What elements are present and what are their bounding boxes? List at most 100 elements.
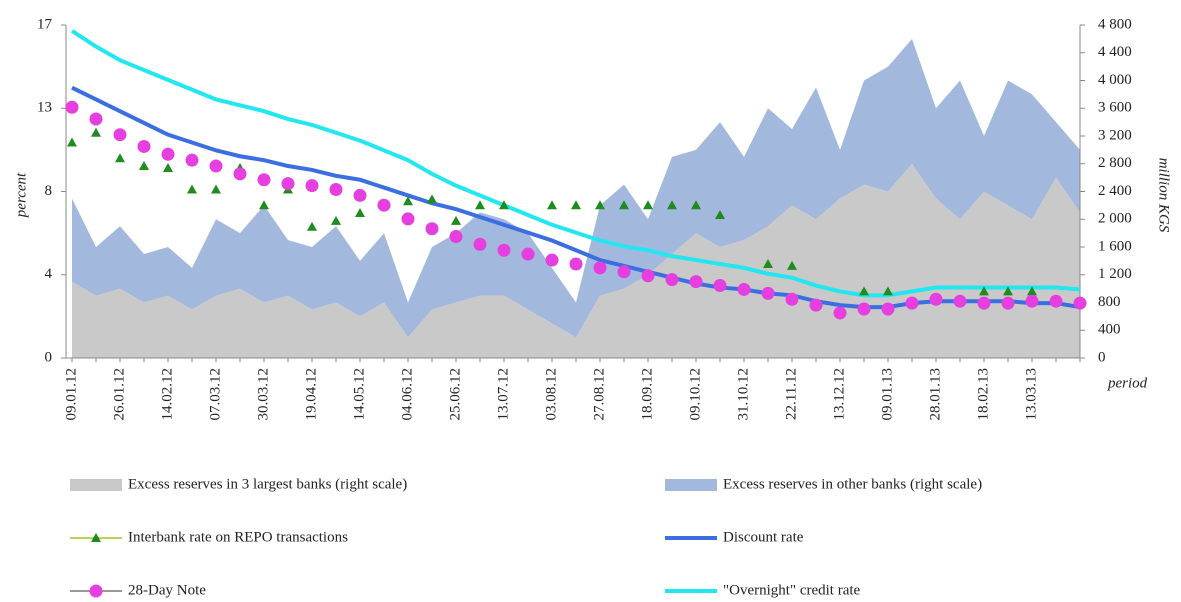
- y-axis-label: percent: [13, 172, 29, 218]
- point: [257, 173, 271, 187]
- y2-tick-label: 4 400: [1098, 44, 1132, 60]
- point: [115, 153, 125, 163]
- point: [281, 177, 295, 191]
- point: [905, 296, 919, 310]
- x-tick-label: 13.12.12: [831, 368, 847, 421]
- point: [547, 200, 557, 210]
- point: [643, 200, 653, 210]
- point: [185, 153, 199, 167]
- point: [209, 159, 223, 173]
- y-tick-label: 0: [45, 349, 53, 365]
- point: [1001, 296, 1015, 310]
- x-tick-label: 31.10.12: [735, 368, 751, 421]
- x-tick-label: 25.06.12: [447, 368, 463, 421]
- y2-tick-label: 0: [1098, 349, 1106, 365]
- point: [89, 112, 103, 126]
- point: [667, 200, 677, 210]
- legend-label: "Overnight" credit rate: [723, 582, 861, 598]
- x-tick-label: 09.01.12: [63, 368, 79, 421]
- point: [475, 200, 485, 210]
- y2-tick-label: 4 800: [1098, 16, 1132, 32]
- point: [761, 286, 775, 300]
- x-tick-label: 22.11.12: [783, 368, 799, 420]
- point: [425, 222, 439, 236]
- y2-tick-label: 400: [1098, 322, 1121, 338]
- y2-tick-label: 800: [1098, 294, 1121, 310]
- point: [113, 128, 127, 142]
- y2-tick-label: 2 000: [1098, 211, 1132, 227]
- point: [881, 302, 895, 316]
- point: [163, 162, 173, 172]
- legend-label: 28-Day Note: [128, 582, 206, 598]
- x-tick-label: 26.01.12: [111, 368, 127, 421]
- point: [737, 282, 751, 296]
- y2-tick-label: 3 600: [1098, 100, 1132, 116]
- point: [1049, 294, 1063, 308]
- line: [70, 29, 1081, 298]
- point: [665, 273, 679, 287]
- point: [259, 200, 269, 210]
- point: [929, 292, 943, 306]
- point: [595, 200, 605, 210]
- point: [593, 261, 607, 275]
- point: [161, 147, 175, 161]
- point: [809, 298, 823, 312]
- point: [521, 247, 535, 261]
- legend-marker: [89, 584, 103, 598]
- legend-label: Excess reserves in 3 largest banks (righ…: [128, 476, 407, 492]
- legend-label: Discount rate: [723, 529, 804, 545]
- y2-tick-label: 1 200: [1098, 266, 1132, 282]
- y2-axis-label: million KGS: [1156, 158, 1172, 233]
- point: [691, 200, 701, 210]
- point: [355, 208, 365, 218]
- point: [449, 230, 463, 244]
- point: [571, 200, 581, 210]
- y2-tick-label: 4 000: [1098, 72, 1132, 88]
- point: [977, 296, 991, 310]
- point: [353, 188, 367, 202]
- point: [331, 215, 341, 225]
- point: [715, 210, 725, 220]
- point: [689, 275, 703, 289]
- x-tick-label: 14.05.12: [351, 368, 367, 421]
- x-tick-label: 19.04.12: [303, 368, 319, 421]
- area: [72, 163, 1080, 358]
- point: [713, 279, 727, 293]
- y-tick-label: 8: [45, 183, 53, 199]
- point: [1027, 286, 1037, 296]
- x-tick-label: 03.08.12: [543, 368, 559, 421]
- legend-swatch: [70, 479, 122, 491]
- x-tick-label: 13.07.12: [495, 368, 511, 421]
- y2-tick-label: 2 400: [1098, 183, 1132, 199]
- point: [329, 183, 343, 197]
- point: [641, 269, 655, 283]
- point: [451, 215, 461, 225]
- x-tick-label: 18.02.13: [975, 368, 991, 421]
- point: [787, 260, 797, 270]
- x-tick-label: 13.03.13: [1023, 368, 1039, 421]
- point: [979, 286, 989, 296]
- x-tick-label: 09.01.13: [879, 368, 895, 421]
- y2-tick-label: 1 600: [1098, 238, 1132, 254]
- point: [67, 137, 77, 147]
- point: [569, 257, 583, 271]
- x-tick-label: 28.01.13: [927, 368, 943, 421]
- point: [763, 258, 773, 268]
- point: [211, 184, 221, 194]
- x-tick-label: 27.08.12: [591, 368, 607, 421]
- point: [401, 212, 415, 226]
- point: [137, 139, 151, 153]
- x-axis-label: period: [1107, 375, 1148, 391]
- point: [499, 200, 509, 210]
- point: [545, 253, 559, 267]
- point: [233, 167, 247, 181]
- point: [497, 243, 511, 257]
- point: [187, 184, 197, 194]
- y-tick-label: 17: [37, 16, 53, 32]
- point: [857, 302, 871, 316]
- x-tick-label: 04.06.12: [399, 368, 415, 421]
- point: [1073, 296, 1087, 310]
- point: [305, 179, 319, 193]
- y-tick-label: 13: [37, 100, 52, 116]
